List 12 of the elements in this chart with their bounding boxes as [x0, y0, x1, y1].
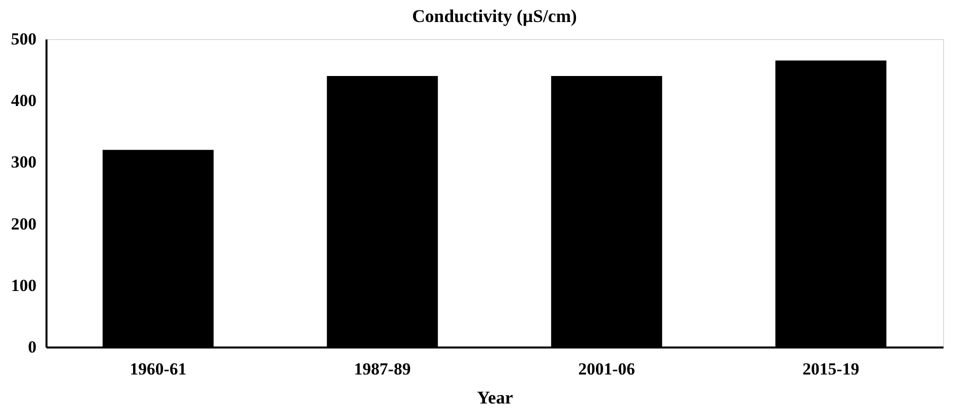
y-tick-label: 100 [11, 276, 36, 295]
y-tick-label: 500 [11, 30, 36, 48]
y-tick-label: 300 [11, 152, 36, 172]
y-tick-label: 400 [11, 91, 36, 110]
x-axis-title: Year [477, 388, 513, 408]
x-tick-label: 1987-89 [354, 360, 411, 378]
x-tick-label: 2015-19 [802, 360, 860, 378]
chart-title: Conductivity (µS/cm) [412, 6, 577, 26]
y-tick-label: 200 [11, 214, 36, 234]
x-tick-label: 2001-06 [578, 360, 635, 378]
x-tick-label: 1960-61 [130, 360, 186, 378]
y-tick-label: 0 [28, 338, 36, 356]
